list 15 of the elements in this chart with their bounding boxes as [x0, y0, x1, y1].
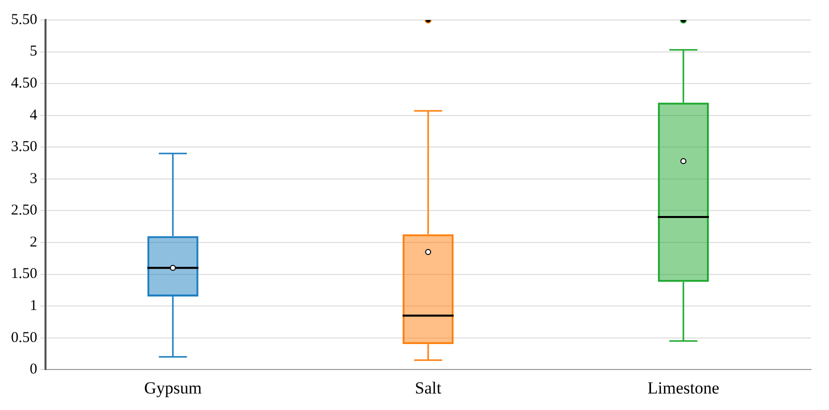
- y-tick-label: 3: [30, 170, 38, 187]
- y-tick-label: 1: [30, 298, 38, 314]
- x-tick-label: Limestone: [647, 378, 720, 398]
- y-tick-label: 5: [30, 44, 38, 60]
- y-tick-label: 5.50: [11, 12, 38, 28]
- y-tick-label: 0.50: [11, 330, 38, 346]
- y-tick-label: 2.50: [11, 202, 38, 219]
- x-tick-label: Salt: [414, 378, 442, 398]
- y-tick-label: 4.50: [11, 76, 38, 92]
- y-tick-label: 1.50: [11, 266, 38, 282]
- x-tick-label: Gypsum: [144, 378, 202, 398]
- y-tick-label: 0: [30, 362, 38, 378]
- y-tick-label: 2: [30, 234, 38, 250]
- y-tick-label: 4: [30, 107, 38, 124]
- y-tick-label: 3.50: [11, 139, 38, 156]
